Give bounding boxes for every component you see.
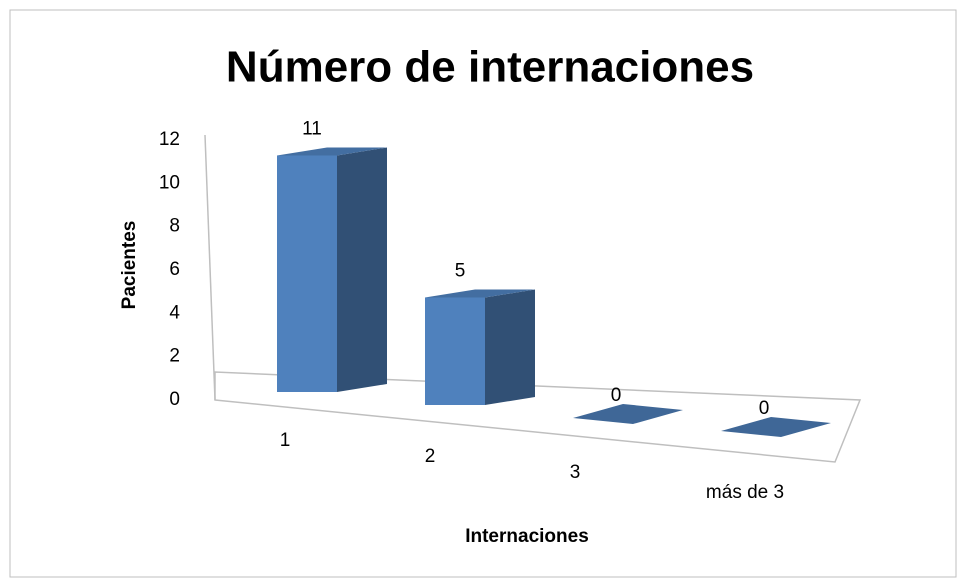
chart-title: Número de internaciones	[226, 43, 754, 92]
back-wall-edge	[204, 134, 216, 401]
bar-side	[337, 147, 387, 392]
x-axis-title: Internaciones	[465, 526, 589, 547]
y-tick-label: 4	[169, 302, 180, 323]
y-tick-label: 10	[159, 172, 180, 193]
y-axis-title: Pacientes	[119, 221, 140, 310]
x-tick-label: 1	[280, 430, 291, 451]
x-tick-label: 2	[425, 446, 436, 467]
bar-top	[721, 417, 831, 437]
data-label: 0	[759, 398, 770, 419]
x-tick-label: 3	[570, 462, 581, 483]
bar-top	[425, 289, 535, 298]
y-tick-label: 6	[169, 259, 180, 280]
x-tick-label: más de 3	[706, 482, 784, 503]
bar-side	[485, 289, 535, 405]
y-tick-label: 2	[169, 346, 180, 367]
bar-top	[277, 147, 387, 156]
data-label: 5	[455, 261, 466, 282]
bar-front	[425, 297, 485, 405]
floor	[214, 371, 862, 463]
y-tick-label: 12	[159, 129, 180, 150]
bar-top	[573, 404, 683, 424]
data-label: 11	[302, 119, 322, 140]
y-tick-label: 0	[169, 389, 180, 410]
bar-front	[277, 155, 337, 392]
y-tick-label: 8	[169, 216, 180, 237]
data-label: 0	[611, 385, 622, 406]
